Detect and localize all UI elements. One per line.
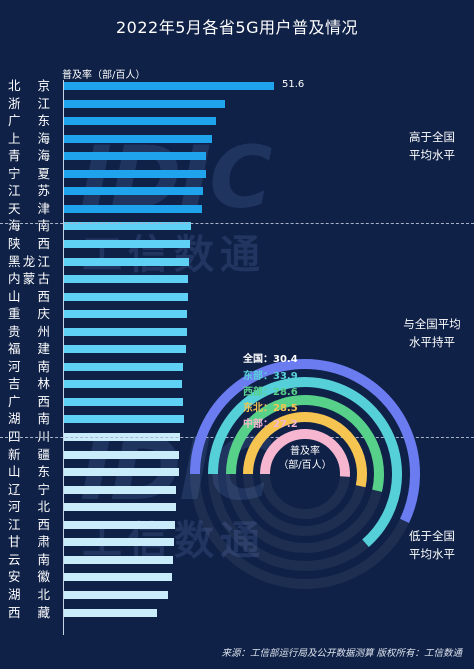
bar (64, 397, 183, 406)
province-label: 青海 (8, 148, 50, 164)
province-label: 江西 (8, 516, 50, 532)
zone-equal-line1: 与全国平均 (403, 317, 461, 331)
province-label: 河南 (8, 358, 50, 374)
bar-value-label: 51.6 (282, 79, 305, 90)
bar (64, 362, 183, 371)
zone-below-label: 低于全国 平均水平 (392, 527, 472, 563)
bar (64, 608, 157, 617)
province-label: 宁夏 (8, 165, 50, 181)
radial-arc (243, 412, 367, 488)
radial-center-line2: （部/百人） (278, 460, 332, 471)
province-label: 辽宁 (8, 481, 50, 497)
province-label: 云南 (8, 551, 50, 567)
province-label: 浙江 (8, 95, 50, 111)
bar (64, 345, 186, 354)
zone-below-line1: 低于全国 (409, 529, 455, 543)
bar (64, 99, 225, 108)
bar (64, 327, 187, 336)
province-label: 重庆 (8, 306, 50, 322)
bar (64, 503, 176, 512)
province-label: 北京 (8, 78, 50, 93)
radial-arc (190, 359, 420, 523)
province-label: 陕西 (8, 235, 50, 251)
bar (64, 520, 175, 529)
bar (64, 590, 168, 599)
bar (64, 415, 184, 424)
bar (64, 134, 212, 143)
divider-above (0, 223, 474, 224)
bar (64, 485, 176, 494)
province-label: 福建 (8, 341, 50, 357)
province-label: 四川 (8, 429, 50, 444)
bar (64, 169, 206, 178)
province-label: 西藏 (8, 604, 50, 620)
province-label: 内蒙古 (8, 271, 50, 287)
bar (64, 468, 179, 477)
legend-entry: 全国：30.4 (243, 354, 298, 365)
province-label: 甘肃 (8, 534, 50, 550)
zone-above-label: 高于全国 平均水平 (392, 128, 472, 164)
radial-arc (260, 429, 350, 477)
zone-above-line2: 平均水平 (409, 148, 455, 162)
zone-equal-line2: 水平持平 (409, 335, 455, 349)
radial-center-label: 普及率 （部/百人） (270, 445, 340, 473)
bar (64, 450, 179, 459)
province-label: 黑龙江 (8, 253, 50, 269)
y-axis-label: 普及率（部/百人） (62, 70, 146, 81)
chart-title: 2022年5月各省5G用户普及情况 (116, 18, 358, 37)
province-label: 广西 (8, 393, 50, 409)
bar (64, 239, 190, 248)
radial-center-line1: 普及率 (290, 446, 320, 457)
bar (64, 117, 216, 126)
province-label: 贵州 (8, 323, 50, 339)
zone-above-line1: 高于全国 (409, 130, 455, 144)
legend-entry: 东北：28.5 (243, 403, 298, 414)
bar (64, 222, 191, 231)
legend-entry: 中部：27.2 (243, 419, 298, 430)
bar (64, 538, 174, 547)
bar (64, 555, 173, 564)
bar (64, 257, 189, 266)
bar (64, 82, 274, 90)
province-label: 山西 (8, 288, 50, 304)
province-label: 安徽 (8, 569, 50, 585)
legend-entry: 西部：28.6 (243, 387, 298, 398)
axis-line (63, 80, 64, 635)
bar (64, 187, 203, 196)
province-label: 河北 (8, 499, 50, 515)
bar (64, 275, 188, 284)
bar (64, 292, 188, 301)
province-label: 吉林 (8, 376, 50, 392)
province-label: 江苏 (8, 183, 50, 199)
province-label: 海南 (8, 218, 50, 234)
radial-arc (226, 395, 384, 492)
province-label: 新疆 (8, 446, 50, 462)
watermark-text-top: 工信数通 (82, 232, 266, 278)
zone-below-line2: 平均水平 (409, 547, 455, 561)
province-label: 湖南 (8, 411, 50, 427)
province-label: 上海 (8, 130, 50, 146)
bar (64, 152, 206, 161)
bar (64, 310, 187, 319)
province-label: 山东 (8, 464, 50, 480)
province-label: 广东 (8, 113, 50, 129)
bar (64, 573, 172, 582)
province-label: 天津 (8, 200, 50, 216)
bar (64, 204, 202, 213)
bar (64, 380, 182, 389)
legend-entry: 东部：33.9 (243, 371, 298, 382)
province-label: 湖北 (8, 586, 50, 602)
zone-equal-label: 与全国平均 水平持平 (392, 315, 472, 351)
source-note: 来源：工信部运行局及公开数据测算 版权所有：工信数通 (221, 648, 462, 659)
radial-arc (208, 377, 402, 548)
